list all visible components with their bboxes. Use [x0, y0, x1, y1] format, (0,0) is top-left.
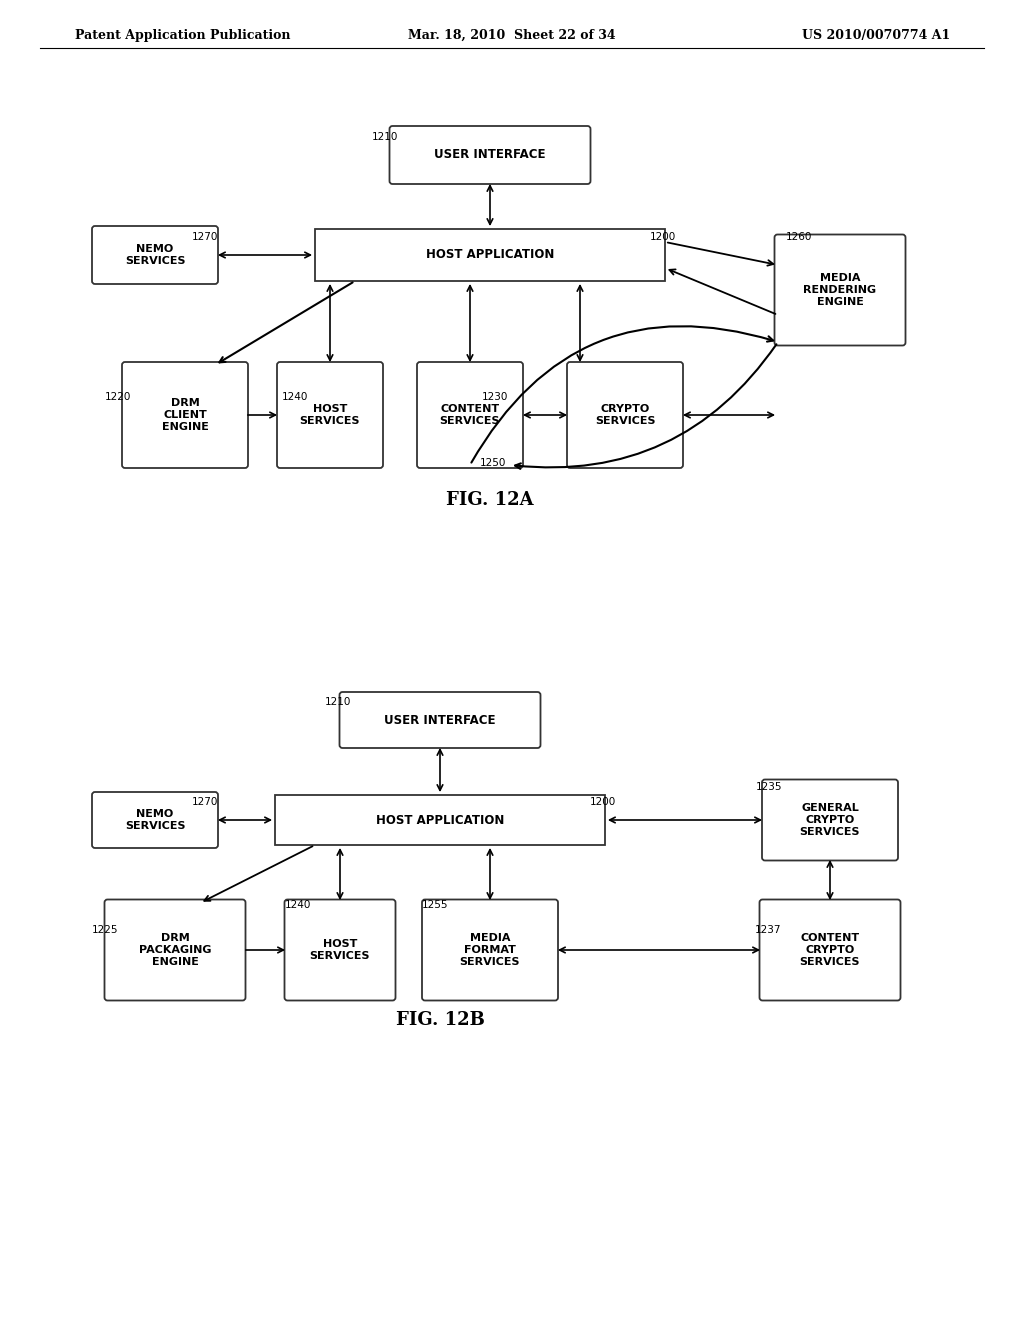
FancyBboxPatch shape — [275, 795, 605, 845]
FancyBboxPatch shape — [104, 899, 246, 1001]
Text: 1240: 1240 — [282, 392, 308, 403]
Text: USER INTERFACE: USER INTERFACE — [434, 149, 546, 161]
Text: DRM
CLIENT
ENGINE: DRM CLIENT ENGINE — [162, 397, 209, 433]
FancyBboxPatch shape — [278, 362, 383, 469]
Text: GENERAL
CRYPTO
SERVICES: GENERAL CRYPTO SERVICES — [800, 803, 860, 837]
Text: 1230: 1230 — [482, 392, 508, 403]
FancyBboxPatch shape — [315, 228, 665, 281]
Text: USER INTERFACE: USER INTERFACE — [384, 714, 496, 726]
Text: CRYPTO
SERVICES: CRYPTO SERVICES — [595, 404, 655, 426]
Text: HOST APPLICATION: HOST APPLICATION — [376, 813, 504, 826]
Text: NEMO
SERVICES: NEMO SERVICES — [125, 244, 185, 267]
FancyBboxPatch shape — [340, 692, 541, 748]
FancyBboxPatch shape — [285, 899, 395, 1001]
FancyBboxPatch shape — [92, 792, 218, 847]
Text: FIG. 12B: FIG. 12B — [395, 1011, 484, 1030]
FancyBboxPatch shape — [760, 899, 900, 1001]
Text: Patent Application Publication: Patent Application Publication — [75, 29, 291, 41]
Text: 1240: 1240 — [285, 900, 311, 909]
Text: 1237: 1237 — [755, 925, 781, 935]
Text: 1225: 1225 — [92, 925, 119, 935]
Text: 1255: 1255 — [422, 900, 449, 909]
Text: HOST APPLICATION: HOST APPLICATION — [426, 248, 554, 261]
Text: CONTENT
SERVICES: CONTENT SERVICES — [439, 404, 501, 426]
Text: FIG. 12A: FIG. 12A — [446, 491, 534, 510]
Text: 1270: 1270 — [193, 232, 218, 242]
FancyBboxPatch shape — [567, 362, 683, 469]
FancyBboxPatch shape — [762, 780, 898, 861]
FancyBboxPatch shape — [417, 362, 523, 469]
Text: 1200: 1200 — [650, 232, 676, 242]
Text: 1235: 1235 — [756, 781, 782, 792]
Text: 1200: 1200 — [590, 797, 616, 807]
Text: 1220: 1220 — [105, 392, 131, 403]
FancyBboxPatch shape — [389, 125, 591, 183]
FancyBboxPatch shape — [774, 235, 905, 346]
Text: MEDIA
RENDERING
ENGINE: MEDIA RENDERING ENGINE — [804, 273, 877, 308]
Text: US 2010/0070774 A1: US 2010/0070774 A1 — [802, 29, 950, 41]
FancyBboxPatch shape — [422, 899, 558, 1001]
FancyBboxPatch shape — [92, 226, 218, 284]
FancyBboxPatch shape — [122, 362, 248, 469]
Text: NEMO
SERVICES: NEMO SERVICES — [125, 809, 185, 832]
Text: CONTENT
CRYPTO
SERVICES: CONTENT CRYPTO SERVICES — [800, 933, 860, 968]
Text: MEDIA
FORMAT
SERVICES: MEDIA FORMAT SERVICES — [460, 933, 520, 968]
Text: 1250: 1250 — [480, 458, 507, 469]
Text: HOST
SERVICES: HOST SERVICES — [300, 404, 360, 426]
Text: 1270: 1270 — [193, 797, 218, 807]
Text: 1210: 1210 — [325, 697, 351, 708]
Text: 1210: 1210 — [372, 132, 398, 143]
Text: DRM
PACKAGING
ENGINE: DRM PACKAGING ENGINE — [138, 933, 211, 968]
Text: 1260: 1260 — [786, 232, 812, 242]
Text: HOST
SERVICES: HOST SERVICES — [309, 939, 371, 961]
Text: Mar. 18, 2010  Sheet 22 of 34: Mar. 18, 2010 Sheet 22 of 34 — [409, 29, 615, 41]
